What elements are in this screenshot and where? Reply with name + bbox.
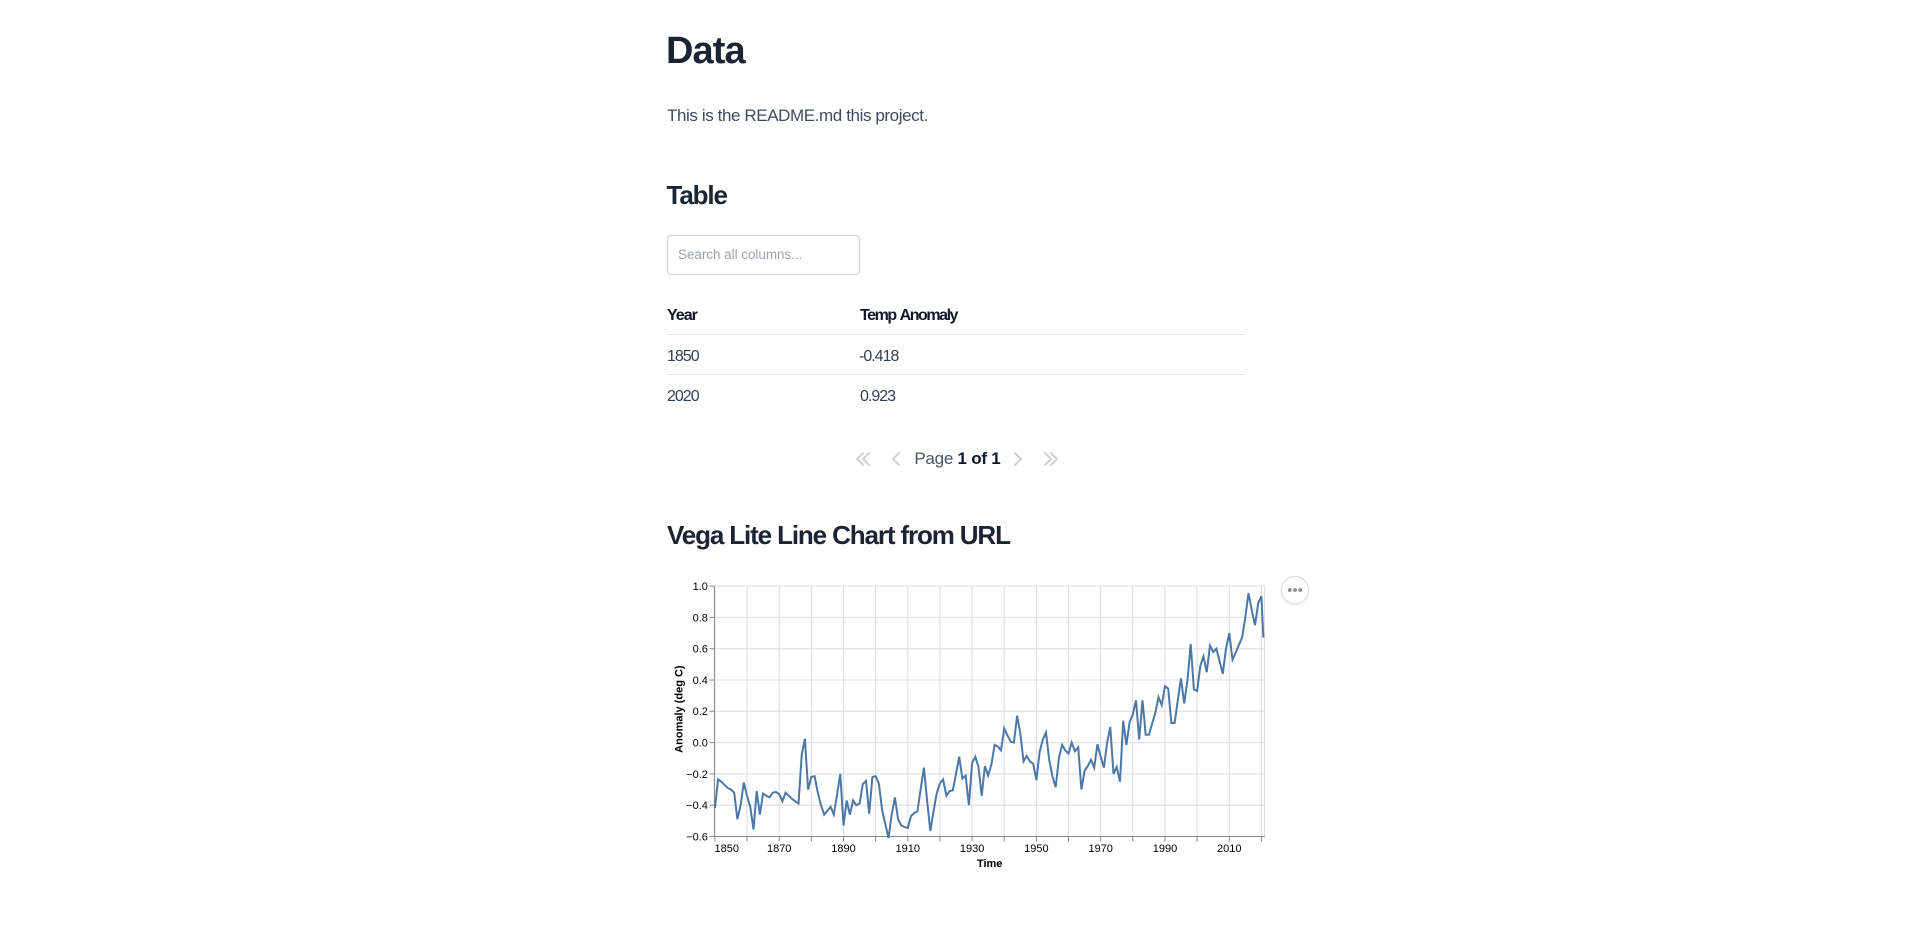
svg-text:1850: 1850 [715,843,739,855]
svg-text:Anomaly (deg C): Anomaly (deg C) [673,665,685,753]
svg-text:1.0: 1.0 [693,581,708,593]
svg-text:0.4: 0.4 [693,675,708,687]
svg-text:2010: 2010 [1217,843,1241,855]
svg-text:1890: 1890 [831,843,855,855]
svg-text:1970: 1970 [1088,843,1112,855]
svg-text:Time: Time [977,858,1002,870]
svg-text:−0.2: −0.2 [686,769,708,781]
svg-text:0.2: 0.2 [693,706,708,718]
svg-text:1950: 1950 [1024,843,1048,855]
svg-text:0.8: 0.8 [693,612,708,624]
svg-text:−0.4: −0.4 [686,800,708,812]
svg-text:0.6: 0.6 [693,644,708,656]
svg-text:1930: 1930 [960,843,984,855]
svg-text:1910: 1910 [896,843,920,855]
svg-text:1870: 1870 [767,843,791,855]
svg-text:1990: 1990 [1153,843,1177,855]
svg-text:−0.6: −0.6 [686,831,708,843]
svg-text:0.0: 0.0 [693,738,708,750]
